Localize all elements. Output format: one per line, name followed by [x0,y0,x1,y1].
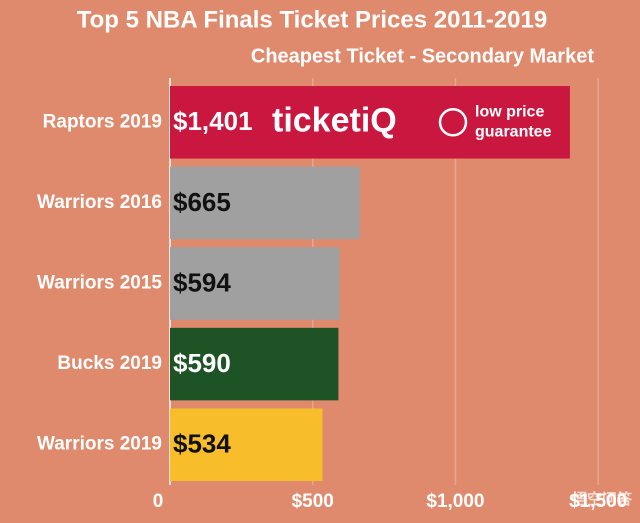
bars: Raptors 2019 $1,401 Warriors 2016 $665 Warri… [37,86,570,481]
data-label: $594 [173,267,231,297]
logo-brand: ticketiQ [272,101,397,139]
y-tick-label: Bucks 2019 [57,353,162,374]
data-label: $665 [173,187,231,217]
bar [170,327,339,401]
x-tick-label: $1,000 [426,491,484,512]
bar [170,247,340,320]
data-label: $534 [173,429,231,459]
logo-badge [438,108,468,137]
data-label: $590 [173,348,231,378]
y-tick-label: Raptors 2019 [43,111,162,132]
bar [170,86,570,159]
watermark: 悟空问答 [572,490,633,508]
y-tick-label: Warriors 2019 [37,434,162,455]
data-label: $1,401 [173,106,253,136]
x-tick-label: $1,500 [569,491,627,512]
x-tick-label: 0 [153,491,164,512]
x-tick-label: $500 [292,491,334,512]
y-tick-label: Warriors 2015 [37,273,162,294]
chart-title: Top 5 NBA Finals Ticket Prices 2011-2019 [77,6,547,33]
bar [170,166,360,240]
y-tick-label: Warriors 2016 [37,192,162,213]
logo-tagline: low price [475,104,544,121]
logo-tagline: guarantee [475,124,552,141]
chart-subtitle: Cheapest Ticket - Secondary Market [251,45,594,67]
bar [170,408,323,481]
